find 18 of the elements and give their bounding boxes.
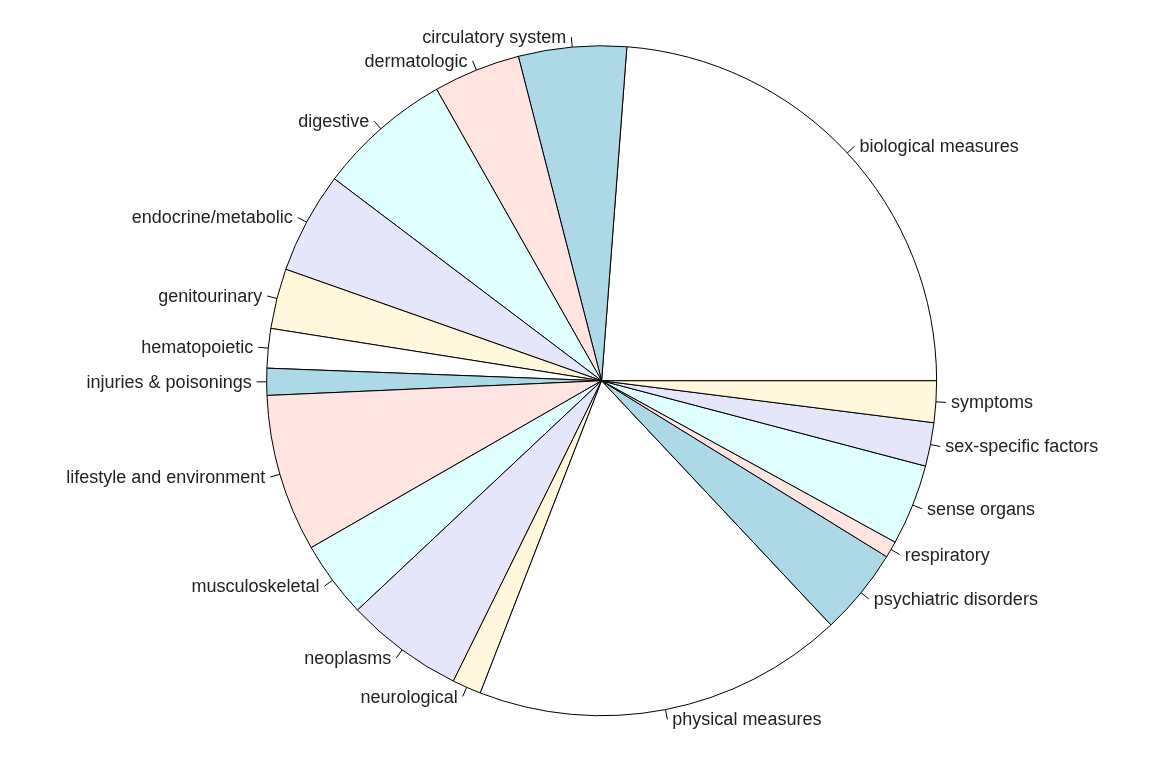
slice-label: circulatory system bbox=[422, 27, 567, 48]
slice-label: injuries & poisonings bbox=[86, 371, 252, 392]
slice-label: symptoms bbox=[950, 392, 1033, 413]
slice-label: physical measures bbox=[672, 709, 822, 730]
slice-label: sex-specific factors bbox=[945, 436, 1099, 457]
slice-label: biological measures bbox=[859, 136, 1019, 157]
slice-label: genitourinary bbox=[158, 286, 263, 307]
slice-label: psychiatric disorders bbox=[873, 588, 1038, 609]
slice-label: neoplasms bbox=[304, 647, 392, 668]
slice-label: endocrine/metabolic bbox=[131, 207, 293, 228]
slice-label: hematopoietic bbox=[141, 337, 254, 358]
slice-label: respiratory bbox=[904, 544, 990, 565]
slice-label: lifestyle and environment bbox=[66, 467, 266, 488]
slice-label: neurological bbox=[360, 686, 458, 707]
slice-label: musculoskeletal bbox=[191, 576, 320, 597]
slice-label: dermatologic bbox=[364, 50, 468, 71]
slice-label: sense organs bbox=[926, 498, 1036, 519]
slice-label: digestive bbox=[298, 111, 370, 132]
